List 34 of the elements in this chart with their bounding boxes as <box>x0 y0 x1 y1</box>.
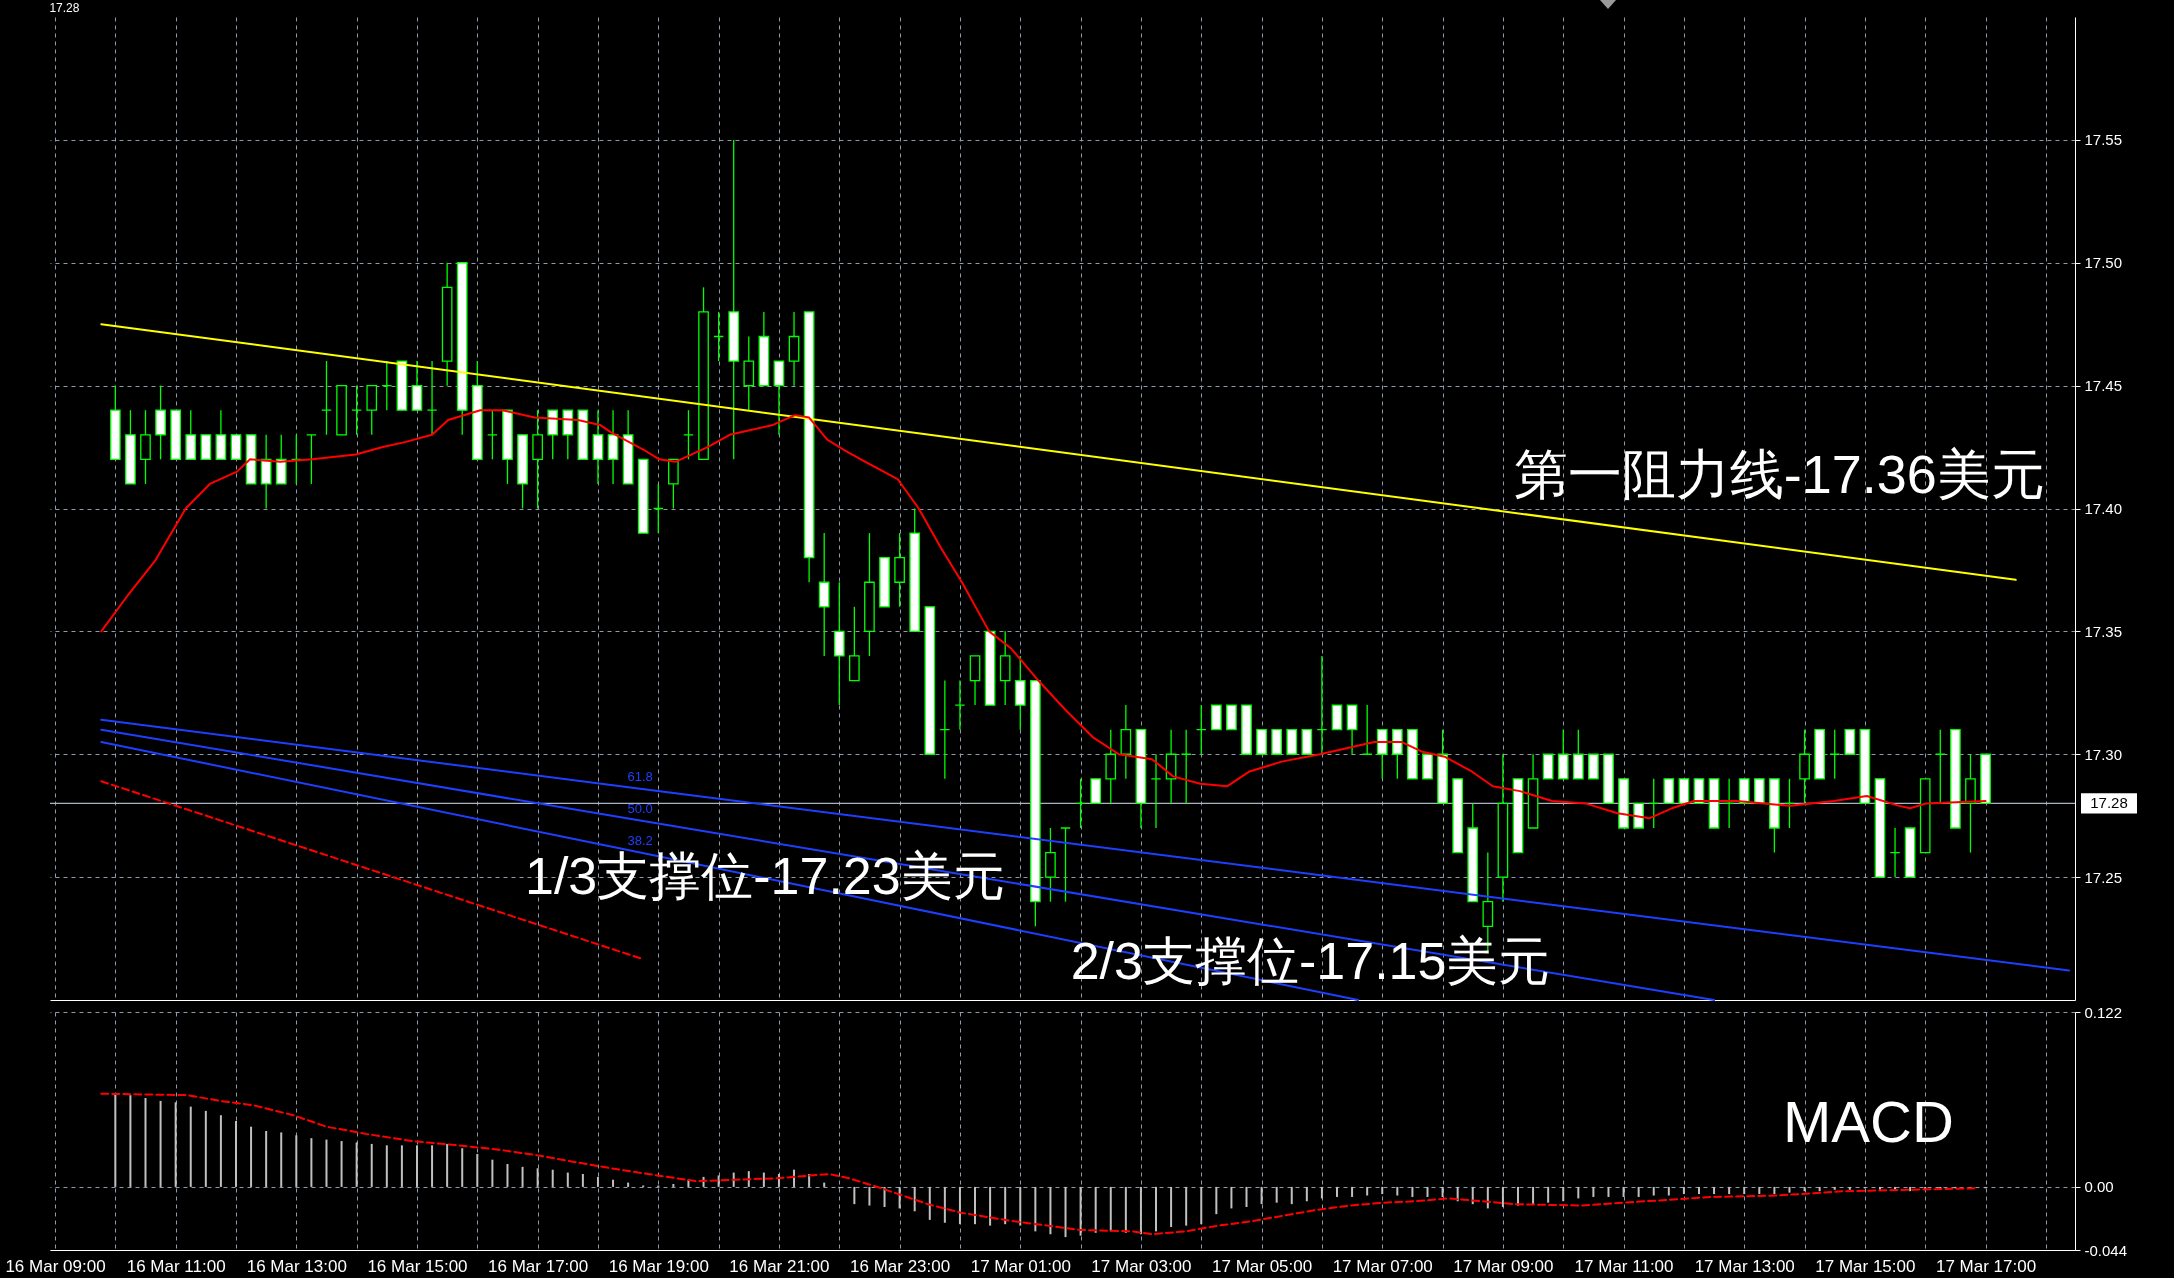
x-tick-label: 16 Mar 21:00 <box>729 1256 830 1276</box>
x-tick-label: 16 Mar 13:00 <box>246 1256 347 1276</box>
x-tick-label: 16 Mar 19:00 <box>608 1256 709 1276</box>
x-tick-label: 16 Mar 09:00 <box>5 1256 106 1276</box>
x-tick-label: 17 Mar 13:00 <box>1694 1256 1795 1276</box>
y-tick-label: 17.55 <box>2084 131 2123 149</box>
y-tick-label: 17.35 <box>2084 622 2123 640</box>
x-tick-label: 16 Mar 15:00 <box>367 1256 468 1276</box>
y-tick-label: 17.50 <box>2084 254 2123 272</box>
x-tick-label: 17 Mar 17:00 <box>1935 1256 2037 1276</box>
x-tick-label: 17 Mar 05:00 <box>1211 1256 1313 1276</box>
y-tick-label: 17.25 <box>2084 868 2123 886</box>
x-tick-label: 17 Mar 03:00 <box>1091 1256 1192 1276</box>
series-label: 38.2 <box>627 832 653 848</box>
y-tick-label: 0.122 <box>2084 1003 2123 1021</box>
series-label: 61.8 <box>627 768 653 784</box>
x-tick-label: 17 Mar 15:00 <box>1815 1256 1916 1276</box>
x-tick-label: 17 Mar 09:00 <box>1453 1256 1554 1276</box>
annotation: MACD <box>1783 1088 1954 1154</box>
series-label: 50.0 <box>627 800 653 816</box>
x-tick-label: 16 Mar 23:00 <box>850 1256 951 1276</box>
ref-line-label: 17.28 <box>2090 794 2128 812</box>
y-tick-label: 17.45 <box>2084 377 2123 395</box>
y-tick-label: 17.40 <box>2084 500 2123 517</box>
x-tick-label: 17 Mar 07:00 <box>1332 1256 1433 1276</box>
x-tick-label: 17 Mar 01:00 <box>970 1256 1071 1276</box>
x-tick-label: 16 Mar 11:00 <box>126 1256 226 1276</box>
annotation: 第一阻力线-17.36美元 <box>1513 443 2045 504</box>
x-tick-label: 17 Mar 11:00 <box>1574 1256 1674 1276</box>
y-tick-label: 0.00 <box>2084 1178 2114 1196</box>
y-tick-label: 17.30 <box>2084 745 2123 763</box>
chart-title: 17.28 <box>49 1 80 15</box>
y-tick-label: -0.044 <box>2084 1241 2128 1259</box>
x-tick-label: 16 Mar 17:00 <box>488 1256 589 1276</box>
